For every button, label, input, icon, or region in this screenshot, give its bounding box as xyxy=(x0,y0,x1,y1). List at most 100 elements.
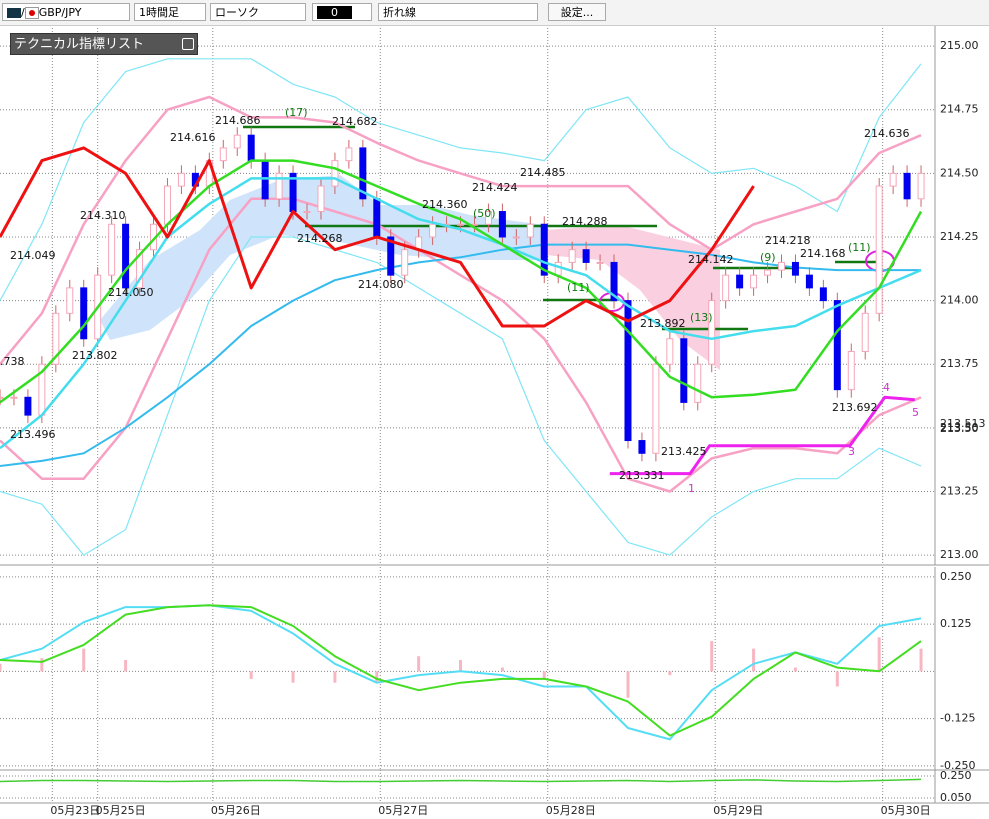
y-tick-label: 214.00 xyxy=(940,294,979,307)
series-line xyxy=(0,95,922,365)
histogram-bar xyxy=(375,671,379,683)
price-annotation: 3 xyxy=(848,445,855,458)
price-annotation: (11) xyxy=(848,241,871,254)
price-annotation: (17) xyxy=(285,106,308,119)
candle xyxy=(917,172,925,200)
price-annotation: 214.050 xyxy=(108,286,154,299)
price-annotation: (11) xyxy=(567,281,590,294)
histogram-bar xyxy=(333,671,337,683)
candle xyxy=(736,274,744,289)
candle xyxy=(387,236,395,276)
candle xyxy=(150,223,158,251)
histogram-bar xyxy=(835,671,839,687)
price-annotation: 214.168 xyxy=(800,247,846,260)
style-select[interactable]: ローソク xyxy=(210,3,306,21)
price-annotation: 214.218 xyxy=(765,234,811,247)
candle xyxy=(415,236,423,251)
y-tick-label: 214.25 xyxy=(940,230,979,243)
series-line xyxy=(0,146,755,328)
price-annotation: 4 xyxy=(883,381,890,394)
histogram-bar xyxy=(752,648,756,672)
indicator-panel[interactable]: テクニカル指標リスト xyxy=(10,33,198,55)
x-tick-label: 05月30日 xyxy=(881,804,931,817)
histogram-bar xyxy=(919,648,923,672)
price-annotation: 214.288 xyxy=(562,215,608,228)
cloud xyxy=(545,225,720,370)
marker-ellipse xyxy=(865,250,895,272)
candle xyxy=(66,287,74,314)
candle xyxy=(833,300,841,391)
price-annotation: 214.686 xyxy=(215,114,261,127)
series-line xyxy=(0,177,922,450)
settings-button[interactable]: 設定... xyxy=(548,3,606,21)
field-select[interactable]: 0 xyxy=(312,3,372,21)
candle xyxy=(205,160,213,187)
timeframe-select[interactable]: 1時間足 xyxy=(134,3,206,21)
candle xyxy=(94,274,102,340)
price-annotation: 214.080 xyxy=(358,278,404,291)
histogram-bar xyxy=(417,656,421,672)
marker-ellipse xyxy=(599,292,625,312)
price-annotation: 214.310 xyxy=(80,209,126,222)
x-tick-label: 05月27日 xyxy=(378,804,428,817)
candle xyxy=(163,185,171,225)
candle xyxy=(680,338,688,403)
candle xyxy=(652,363,660,454)
candle xyxy=(303,211,311,214)
x-tick-label: 05月28日 xyxy=(546,804,596,817)
histogram-bar xyxy=(124,659,128,672)
price-annotation: .738 xyxy=(0,355,25,368)
candle xyxy=(791,261,799,276)
histogram-bar xyxy=(0,663,2,672)
candle xyxy=(261,160,269,200)
candle xyxy=(10,396,18,399)
axis-note: 213.50 xyxy=(940,422,979,435)
candle xyxy=(247,134,255,162)
candle xyxy=(0,396,4,399)
candle xyxy=(219,147,227,162)
candle xyxy=(764,269,772,276)
y-tick-label: 0.050 xyxy=(940,791,972,804)
candle xyxy=(122,223,130,289)
price-annotation: (50) xyxy=(473,207,496,220)
histogram-bar xyxy=(40,658,44,672)
line-type-input[interactable]: 折れ線 xyxy=(378,3,538,21)
price-annotation: (9) xyxy=(760,251,776,264)
candle xyxy=(24,396,32,416)
price-annotation: 1 xyxy=(688,482,695,495)
candle xyxy=(457,223,465,226)
candle xyxy=(875,185,883,314)
candle xyxy=(317,185,325,213)
histogram-bar xyxy=(542,671,546,679)
y-tick-label: 215.00 xyxy=(940,39,979,52)
candle xyxy=(345,147,353,162)
candle xyxy=(540,223,548,276)
field: 0 xyxy=(317,6,352,19)
price-annotation: 213.496 xyxy=(10,428,56,441)
cloud xyxy=(100,175,545,340)
price-annotation: (13) xyxy=(690,311,713,324)
candle xyxy=(484,211,492,225)
price-annotation: 213.331 xyxy=(619,469,665,482)
series-line xyxy=(0,604,922,737)
candle xyxy=(136,249,144,289)
candle xyxy=(526,223,534,238)
price-annotation: 213.802 xyxy=(72,349,118,362)
x-tick-label: 05月29日 xyxy=(713,804,763,817)
candle xyxy=(52,312,60,365)
candle xyxy=(722,274,730,302)
candle xyxy=(373,198,381,238)
candle xyxy=(903,172,911,200)
histogram-bar xyxy=(626,671,630,698)
candle xyxy=(177,172,185,187)
y-tick-label: 0.125 xyxy=(940,617,972,630)
price-annotation: 214.485 xyxy=(520,166,566,179)
candle xyxy=(805,274,813,289)
candle xyxy=(889,172,897,187)
series-line xyxy=(0,236,922,556)
pair-select[interactable]: / GBP/JPY xyxy=(2,3,130,21)
candle xyxy=(443,223,451,226)
price-annotation: 213.425 xyxy=(661,445,707,458)
